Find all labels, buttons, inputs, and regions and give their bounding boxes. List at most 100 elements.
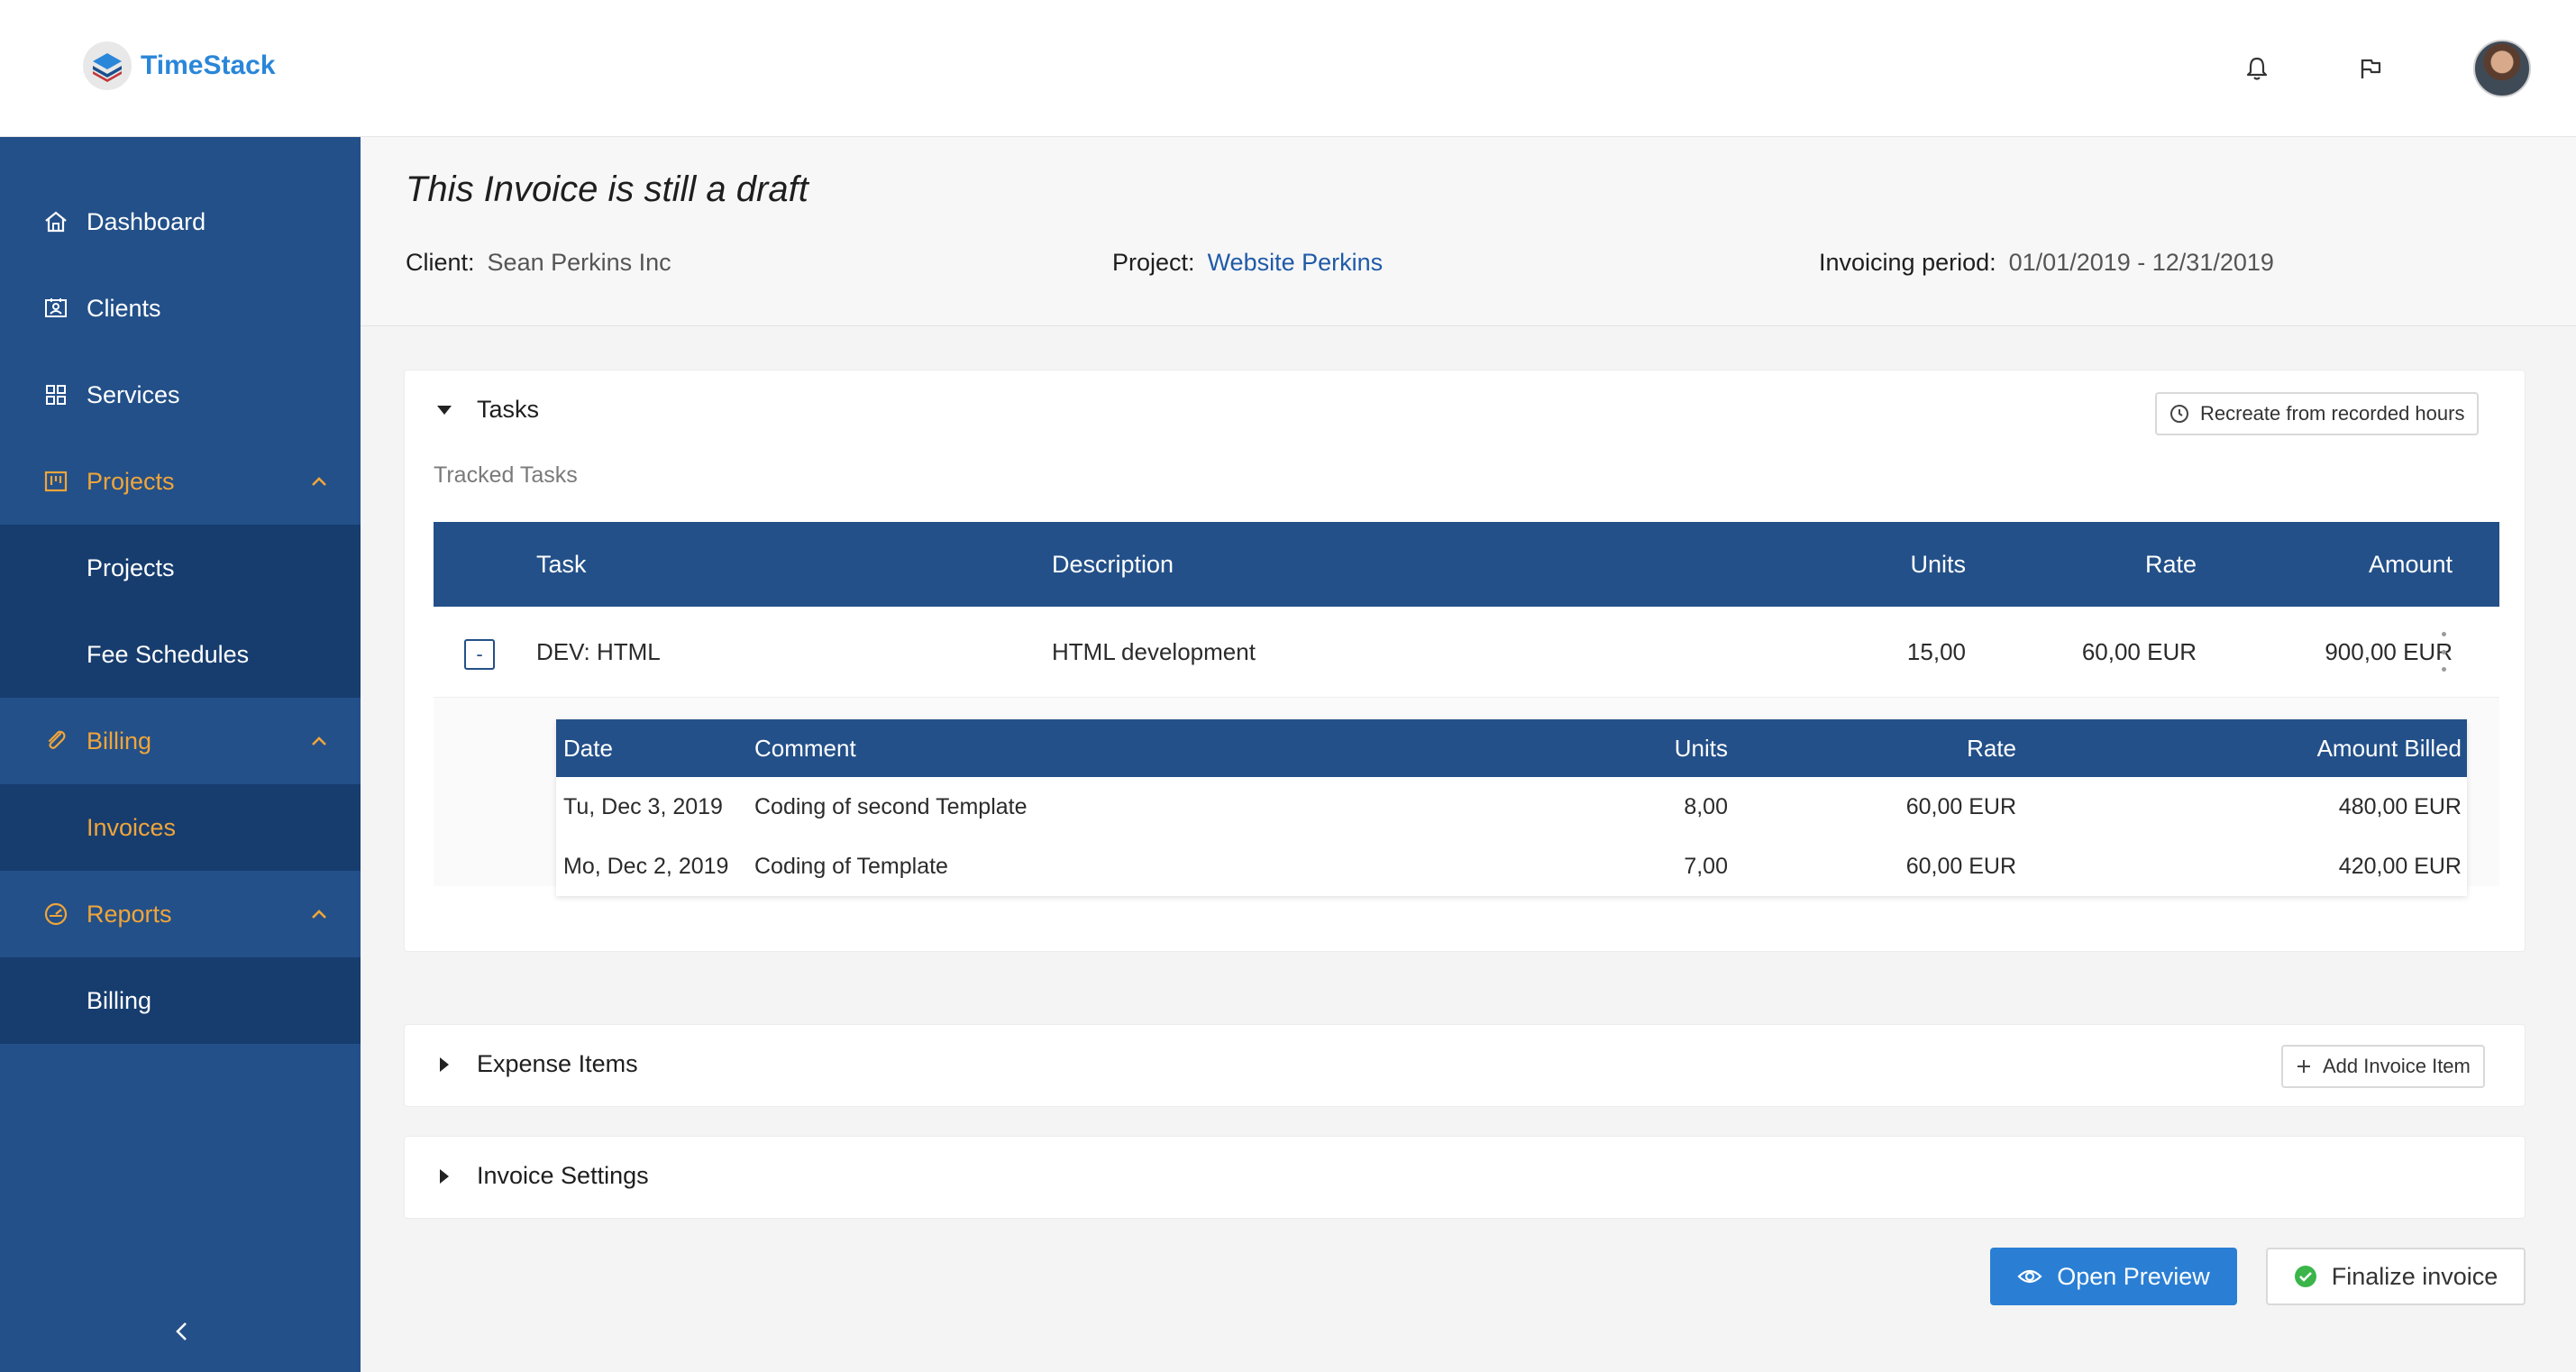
tasks-header[interactable]: Tasks (434, 396, 539, 424)
column-header-rate: Rate (1967, 734, 2016, 762)
task-detail-panel: Date Comment Units Rate Amount Billed Tu… (434, 697, 2499, 896)
sidebar-item-clients[interactable]: Clients (0, 265, 361, 352)
add-invoice-item-button[interactable]: Add Invoice Item (2281, 1045, 2485, 1088)
period-label: Invoicing period (1819, 249, 1990, 276)
main-content: This Invoice is still a draft Client: Sea… (361, 137, 2576, 1372)
task-name: DEV: HTML (536, 637, 661, 665)
tasks-table: Task Description Units Rate Amount - DEV… (434, 522, 2499, 697)
column-header-amount-billed: Amount Billed (2316, 734, 2462, 762)
caret-right-icon (434, 1054, 455, 1075)
collapse-row-button[interactable]: - (464, 639, 495, 670)
page-title: This Invoice is still a draft (406, 169, 808, 209)
invoice-settings-header[interactable]: Invoice Settings (434, 1162, 649, 1190)
detail-table-header: Date Comment Units Rate Amount Billed (556, 719, 2467, 777)
project-link[interactable]: Website Perkins (1207, 249, 1384, 276)
caret-right-icon (434, 1166, 455, 1187)
expense-items-card: Expense Items Add Invoice Item (404, 1024, 2526, 1107)
caret-down-icon (434, 399, 455, 421)
period-value: 01/01/2019 - 12/31/2019 (2008, 249, 2274, 276)
table-row: Mo, Dec 2, 2019 Coding of Template 7,00 … (556, 837, 2467, 896)
finalize-invoice-label: Finalize invoice (2331, 1262, 2498, 1290)
client-label: Client (406, 249, 469, 276)
entry-amount: 420,00 EUR (2338, 853, 2462, 879)
plus-icon (2296, 1058, 2312, 1075)
sidebar-item-label: Invoices (87, 813, 177, 841)
reports-icon (41, 900, 70, 928)
recreate-button[interactable]: Recreate from recorded hours (2155, 392, 2480, 435)
user-avatar[interactable] (2473, 40, 2531, 97)
app-name: TimeStack (141, 50, 276, 80)
tasks-table-header: Task Description Units Rate Amount (434, 522, 2499, 607)
task-amount: 900,00 EUR (2325, 637, 2453, 665)
tasks-title: Tasks (477, 396, 540, 423)
column-header-date: Date (563, 734, 613, 762)
home-icon (41, 207, 70, 236)
sidebar-subitem-fee-schedules[interactable]: Fee Schedules (0, 611, 361, 698)
tracked-tasks-label: Tracked Tasks (434, 462, 578, 488)
column-header-task: Task (536, 550, 587, 578)
sidebar-item-label: Fee Schedules (87, 640, 250, 668)
sidebar-item-dashboard[interactable]: Dashboard (0, 178, 361, 265)
entry-date: Tu, Dec 3, 2019 (563, 793, 723, 819)
sidebar-item-label: Clients (87, 294, 161, 322)
sidebar-item-projects[interactable]: Projects (0, 438, 361, 525)
task-detail-table: Date Comment Units Rate Amount Billed Tu… (556, 719, 2467, 896)
sidebar: Dashboard Clients Services Projects Proj… (0, 137, 361, 1372)
expense-items-header[interactable]: Expense Items (434, 1050, 638, 1078)
sidebar-item-services[interactable]: Services (0, 352, 361, 438)
task-description: HTML development (1052, 637, 1256, 665)
invoice-settings-card: Invoice Settings (404, 1136, 2526, 1219)
sidebar-subitem-invoices[interactable]: Invoices (0, 784, 361, 871)
column-header-rate: Rate (2144, 550, 2197, 578)
entry-units: 8,00 (1684, 793, 1728, 819)
bell-icon[interactable] (2239, 50, 2275, 87)
invoice-settings-title: Invoice Settings (477, 1162, 649, 1189)
check-circle-icon (2294, 1265, 2317, 1288)
entry-rate: 60,00 EUR (1905, 793, 2016, 819)
sidebar-collapse-icon[interactable] (168, 1318, 195, 1345)
expense-items-title: Expense Items (477, 1050, 638, 1077)
entry-comment: Coding of second Template (754, 793, 1028, 819)
billing-icon (41, 727, 70, 755)
clock-icon (2170, 404, 2189, 424)
task-rate: 60,00 EUR (2081, 637, 2197, 665)
period-field: Invoicing period: 01/01/2019 - 12/31/2019 (1819, 249, 2274, 276)
eye-icon (2017, 1267, 2042, 1285)
more-options-icon[interactable] (2433, 632, 2454, 672)
tasks-card: Tasks Recreate from recorded hours Track… (404, 370, 2526, 952)
column-header-amount: Amount (2368, 550, 2453, 578)
entry-date: Mo, Dec 2, 2019 (563, 853, 729, 879)
projects-icon (41, 467, 70, 496)
sidebar-subitem-projects[interactable]: Projects (0, 525, 361, 611)
chevron-up-icon (306, 901, 332, 927)
entry-amount: 480,00 EUR (2338, 793, 2462, 819)
client-value: Sean Perkins Inc (487, 249, 671, 276)
app-logo[interactable]: TimeStack (83, 41, 276, 90)
column-header-units: Units (1910, 550, 1966, 578)
table-row: Tu, Dec 3, 2019 Coding of second Templat… (556, 777, 2467, 837)
table-row: - DEV: HTML HTML development 15,00 60,00… (434, 607, 2499, 697)
finalize-invoice-button[interactable]: Finalize invoice (2266, 1248, 2526, 1305)
sidebar-item-label: Reports (87, 900, 172, 928)
sidebar-item-label: Billing (87, 727, 152, 755)
clients-icon (41, 294, 70, 323)
sidebar-item-label: Projects (87, 553, 175, 581)
sidebar-item-label: Billing (87, 986, 152, 1014)
sidebar-item-billing[interactable]: Billing (0, 698, 361, 784)
flag-icon[interactable] (2352, 50, 2389, 87)
entry-units: 7,00 (1684, 853, 1728, 879)
open-preview-label: Open Preview (2057, 1262, 2210, 1290)
chevron-up-icon (306, 469, 332, 494)
sidebar-item-label: Services (87, 380, 180, 408)
entry-rate: 60,00 EUR (1905, 853, 2016, 879)
grid-icon (41, 380, 70, 409)
column-header-comment: Comment (754, 734, 856, 762)
top-header: TimeStack (0, 0, 2576, 137)
open-preview-button[interactable]: Open Preview (1990, 1248, 2237, 1305)
chevron-up-icon (306, 728, 332, 754)
client-field: Client: Sean Perkins Inc (406, 249, 671, 276)
sidebar-subitem-billing-report[interactable]: Billing (0, 957, 361, 1044)
recreate-button-label: Recreate from recorded hours (2200, 402, 2465, 425)
sidebar-item-reports[interactable]: Reports (0, 871, 361, 957)
sidebar-item-label: Dashboard (87, 207, 206, 235)
